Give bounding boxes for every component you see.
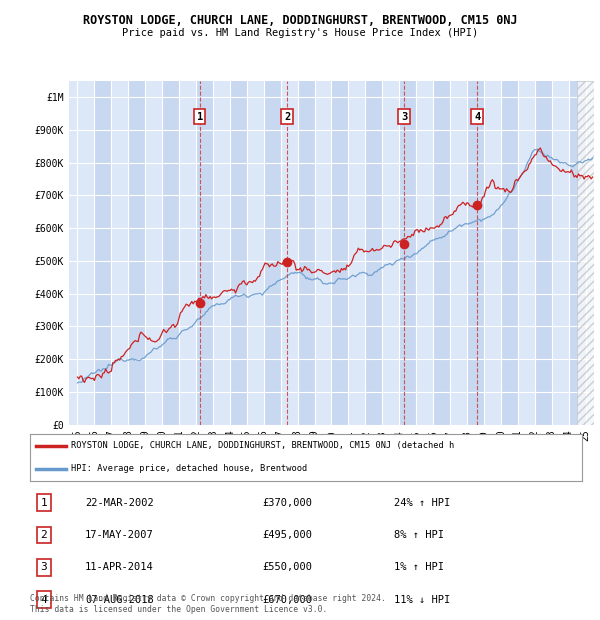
Text: ROYSTON LODGE, CHURCH LANE, DODDINGHURST, BRENTWOOD, CM15 0NJ (detached h: ROYSTON LODGE, CHURCH LANE, DODDINGHURST… bbox=[71, 441, 455, 450]
Bar bbox=[501, 81, 518, 425]
Bar bbox=[569, 81, 586, 425]
Text: 11-APR-2014: 11-APR-2014 bbox=[85, 562, 154, 572]
Bar bbox=[264, 81, 281, 425]
Text: 8% ↑ HPI: 8% ↑ HPI bbox=[394, 530, 445, 540]
Text: 3: 3 bbox=[40, 562, 47, 572]
Bar bbox=[298, 81, 314, 425]
Text: Price paid vs. HM Land Registry's House Price Index (HPI): Price paid vs. HM Land Registry's House … bbox=[122, 28, 478, 38]
Text: 4: 4 bbox=[40, 595, 47, 604]
Text: 2: 2 bbox=[284, 112, 290, 122]
Text: 22-MAR-2002: 22-MAR-2002 bbox=[85, 498, 154, 508]
Text: 17-MAY-2007: 17-MAY-2007 bbox=[85, 530, 154, 540]
Bar bbox=[331, 81, 349, 425]
Bar bbox=[365, 81, 382, 425]
Bar bbox=[230, 81, 247, 425]
Text: £370,000: £370,000 bbox=[262, 498, 312, 508]
Bar bbox=[196, 81, 213, 425]
Text: £550,000: £550,000 bbox=[262, 562, 312, 572]
Text: 4: 4 bbox=[474, 112, 480, 122]
Text: Contains HM Land Registry data © Crown copyright and database right 2024.
This d: Contains HM Land Registry data © Crown c… bbox=[30, 595, 386, 614]
Text: 24% ↑ HPI: 24% ↑ HPI bbox=[394, 498, 451, 508]
Bar bbox=[535, 81, 551, 425]
Text: £670,000: £670,000 bbox=[262, 595, 312, 604]
Bar bbox=[467, 81, 484, 425]
Bar bbox=[94, 81, 112, 425]
Text: 07-AUG-2018: 07-AUG-2018 bbox=[85, 595, 154, 604]
Bar bbox=[162, 81, 179, 425]
Text: 2: 2 bbox=[40, 530, 47, 540]
Text: 1: 1 bbox=[40, 498, 47, 508]
Bar bbox=[399, 81, 416, 425]
Text: HPI: Average price, detached house, Brentwood: HPI: Average price, detached house, Bren… bbox=[71, 464, 308, 474]
Bar bbox=[433, 81, 450, 425]
Bar bbox=[128, 81, 145, 425]
Text: 11% ↓ HPI: 11% ↓ HPI bbox=[394, 595, 451, 604]
Text: 1: 1 bbox=[197, 112, 203, 122]
Text: 1% ↑ HPI: 1% ↑ HPI bbox=[394, 562, 445, 572]
Text: 3: 3 bbox=[401, 112, 407, 122]
Text: ROYSTON LODGE, CHURCH LANE, DODDINGHURST, BRENTWOOD, CM15 0NJ: ROYSTON LODGE, CHURCH LANE, DODDINGHURST… bbox=[83, 14, 517, 27]
Text: £495,000: £495,000 bbox=[262, 530, 312, 540]
Bar bbox=[577, 81, 598, 425]
